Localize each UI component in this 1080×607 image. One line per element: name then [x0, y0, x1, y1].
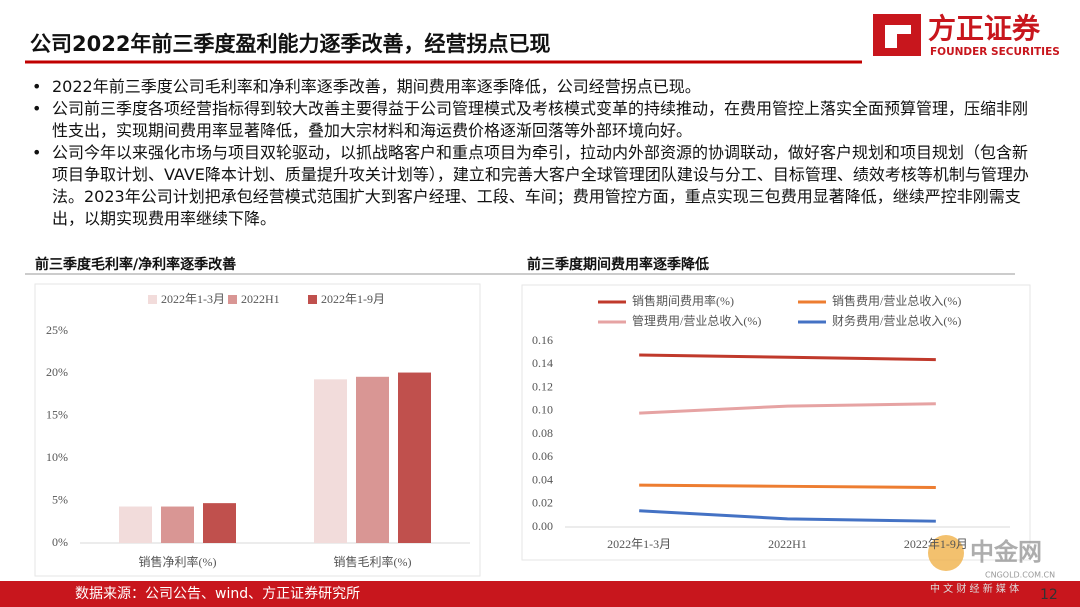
y-tick-label: 0.14 — [532, 356, 553, 370]
chart-frame — [34, 283, 481, 577]
watermark-name: 中金网 — [970, 538, 1042, 566]
watermark-tagline: 中 文 财 经 新 媒 体 — [930, 582, 1019, 595]
footer-bar — [0, 581, 1080, 607]
y-tick-label: 0.00 — [532, 519, 553, 533]
y-tick-label: 0.16 — [532, 333, 553, 347]
y-tick-label: 0.04 — [532, 472, 553, 486]
chart-title: 前三季度期间费用率逐季降低 — [527, 256, 709, 273]
watermark-icon — [928, 535, 964, 571]
logo-en: FOUNDER SECURITIES — [930, 46, 1060, 58]
y-tick-label: 20% — [46, 365, 68, 379]
x-tick-label: 2022年1-3月 — [607, 537, 671, 551]
y-tick-label: 15% — [46, 408, 68, 422]
legend-swatch — [308, 295, 317, 304]
y-tick-label: 0.10 — [532, 403, 553, 417]
legend-label: 销售期间费用率(%) — [632, 293, 734, 308]
y-tick-label: 0.08 — [532, 426, 553, 440]
legend-label: 2022年1-9月 — [321, 292, 385, 306]
legend-swatch — [148, 295, 157, 304]
y-tick-label: 10% — [46, 450, 68, 464]
x-tick-label: 2022H1 — [768, 537, 807, 551]
bullet: 2022年前三季度公司毛利率和净利率逐季改善，期间费用率逐季降低，公司经营拐点已… — [30, 76, 1040, 98]
x-tick-label: 销售毛利率(%) — [334, 554, 412, 569]
line — [639, 402, 936, 415]
bar — [398, 372, 431, 543]
bar — [203, 503, 236, 543]
legend-label: 销售费用/营业总收入(%) — [832, 293, 961, 308]
y-tick-label: 0% — [52, 535, 68, 549]
bar — [119, 506, 152, 543]
legend-label: 2022年1-3月 — [161, 292, 225, 306]
legend-label: 管理费用/营业总收入(%) — [632, 313, 761, 328]
bullet: 公司前三季度各项经营指标得到较大改善主要得益于公司管理模式及考核模式变革的持续推… — [30, 98, 1040, 142]
y-tick-label: 0.12 — [532, 379, 553, 393]
line — [639, 353, 936, 362]
line — [639, 509, 936, 523]
watermark-site: CNGOLD.COM.CN — [985, 571, 1055, 580]
bar — [161, 506, 194, 543]
line — [639, 483, 936, 489]
chart-frame — [521, 284, 1031, 561]
y-tick-label: 5% — [52, 492, 68, 506]
slide-title: 公司2022年前三季度盈利能力逐季改善，经营拐点已现 — [30, 32, 550, 56]
y-tick-label: 0.06 — [532, 449, 553, 463]
footer-source: 数据来源：公司公告、wind、方正证券研究所 — [75, 586, 360, 602]
logo-icon-mark — [885, 25, 911, 48]
chart-title: 前三季度毛利率/净利率逐季改善 — [35, 256, 236, 273]
bar — [356, 376, 389, 543]
bullet: 公司今年以来强化市场与项目双轮驱动，以抓战略客户和重点项目为牵引，拉动内外部资源… — [30, 142, 1040, 230]
logo-name: 方正证券 — [928, 12, 1041, 45]
legend-label: 财务费用/营业总收入(%) — [832, 313, 961, 328]
legend-label: 2022H1 — [241, 292, 280, 306]
y-tick-label: 25% — [46, 323, 68, 337]
bullet-list: 2022年前三季度公司毛利率和净利率逐季改善，期间费用率逐季降低，公司经营拐点已… — [30, 76, 1040, 230]
page-number: 12 — [1040, 587, 1058, 603]
y-tick-label: 0.02 — [532, 496, 553, 510]
x-tick-label: 2022年1-9月 — [904, 537, 968, 551]
x-tick-label: 销售净利率(%) — [139, 554, 217, 569]
legend-swatch — [228, 295, 237, 304]
bar — [314, 379, 347, 543]
